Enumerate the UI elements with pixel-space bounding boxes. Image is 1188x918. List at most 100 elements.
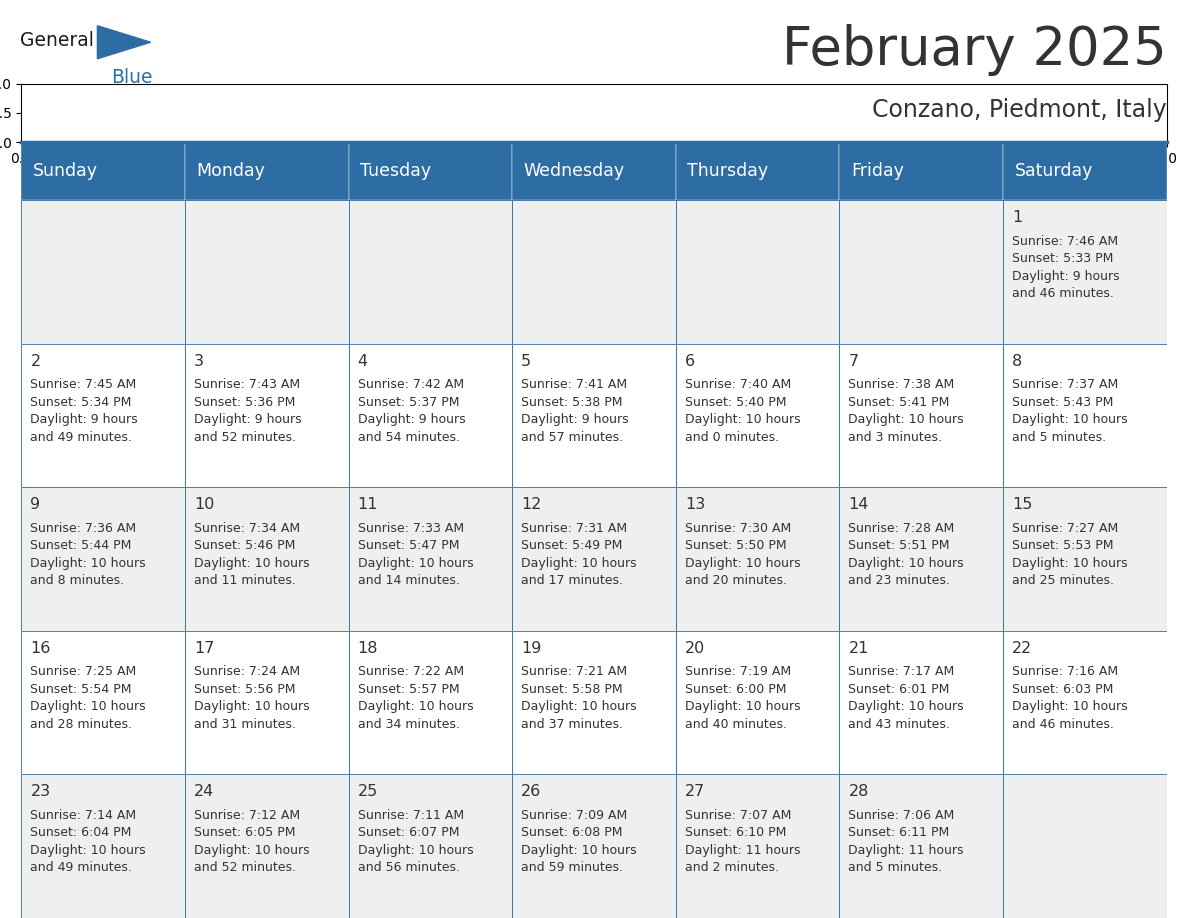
Bar [348, 631, 512, 775]
Text: 20: 20 [684, 641, 704, 655]
Text: Sunrise: 7:33 AM
Sunset: 5:47 PM
Daylight: 10 hours
and 14 minutes.: Sunrise: 7:33 AM Sunset: 5:47 PM Dayligh… [358, 521, 473, 588]
Bar [1003, 775, 1167, 918]
Text: 12: 12 [522, 498, 542, 512]
Text: Sunrise: 7:14 AM
Sunset: 6:04 PM
Daylight: 10 hours
and 49 minutes.: Sunrise: 7:14 AM Sunset: 6:04 PM Dayligh… [31, 809, 146, 874]
Text: Monday: Monday [196, 162, 265, 180]
Text: 18: 18 [358, 641, 378, 655]
Bar [840, 775, 1003, 918]
Text: Sunrise: 7:11 AM
Sunset: 6:07 PM
Daylight: 10 hours
and 56 minutes.: Sunrise: 7:11 AM Sunset: 6:07 PM Dayligh… [358, 809, 473, 874]
Text: 5: 5 [522, 353, 531, 369]
Text: Sunrise: 7:31 AM
Sunset: 5:49 PM
Daylight: 10 hours
and 17 minutes.: Sunrise: 7:31 AM Sunset: 5:49 PM Dayligh… [522, 521, 637, 588]
Text: Tuesday: Tuesday [360, 162, 431, 180]
Text: 23: 23 [31, 785, 51, 800]
Text: Sunrise: 7:38 AM
Sunset: 5:41 PM
Daylight: 10 hours
and 3 minutes.: Sunrise: 7:38 AM Sunset: 5:41 PM Dayligh… [848, 378, 963, 443]
Text: 14: 14 [848, 498, 868, 512]
Bar [840, 631, 1003, 775]
Bar [21, 487, 185, 631]
Bar [21, 775, 185, 918]
Bar [512, 631, 676, 775]
Bar [676, 487, 840, 631]
Text: 16: 16 [31, 641, 51, 655]
Bar [348, 200, 512, 343]
Text: Sunrise: 7:06 AM
Sunset: 6:11 PM
Daylight: 11 hours
and 5 minutes.: Sunrise: 7:06 AM Sunset: 6:11 PM Dayligh… [848, 809, 963, 874]
Text: 7: 7 [848, 353, 859, 369]
Bar [512, 775, 676, 918]
Bar [185, 200, 348, 343]
Text: 4: 4 [358, 353, 368, 369]
Text: Sunrise: 7:25 AM
Sunset: 5:54 PM
Daylight: 10 hours
and 28 minutes.: Sunrise: 7:25 AM Sunset: 5:54 PM Dayligh… [31, 666, 146, 731]
Text: Sunrise: 7:36 AM
Sunset: 5:44 PM
Daylight: 10 hours
and 8 minutes.: Sunrise: 7:36 AM Sunset: 5:44 PM Dayligh… [31, 521, 146, 588]
Text: Sunrise: 7:24 AM
Sunset: 5:56 PM
Daylight: 10 hours
and 31 minutes.: Sunrise: 7:24 AM Sunset: 5:56 PM Dayligh… [194, 666, 310, 731]
Bar [512, 200, 676, 343]
Polygon shape [97, 26, 151, 59]
Text: 13: 13 [684, 498, 704, 512]
Bar [1003, 631, 1167, 775]
Bar [185, 775, 348, 918]
Text: Sunrise: 7:12 AM
Sunset: 6:05 PM
Daylight: 10 hours
and 52 minutes.: Sunrise: 7:12 AM Sunset: 6:05 PM Dayligh… [194, 809, 310, 874]
Bar [348, 343, 512, 487]
Text: 2: 2 [31, 353, 40, 369]
Text: Sunrise: 7:40 AM
Sunset: 5:40 PM
Daylight: 10 hours
and 0 minutes.: Sunrise: 7:40 AM Sunset: 5:40 PM Dayligh… [684, 378, 801, 443]
Bar [676, 142, 840, 200]
Bar [512, 343, 676, 487]
Bar [676, 775, 840, 918]
Text: Blue: Blue [110, 68, 152, 87]
Text: 22: 22 [1012, 641, 1032, 655]
Text: Sunrise: 7:45 AM
Sunset: 5:34 PM
Daylight: 9 hours
and 49 minutes.: Sunrise: 7:45 AM Sunset: 5:34 PM Dayligh… [31, 378, 138, 443]
Text: 1: 1 [1012, 210, 1022, 225]
Bar [676, 343, 840, 487]
Bar [21, 343, 185, 487]
Bar [512, 487, 676, 631]
Bar [21, 142, 185, 200]
Text: 15: 15 [1012, 498, 1032, 512]
Bar [676, 200, 840, 343]
Text: 27: 27 [684, 785, 704, 800]
Text: Sunrise: 7:34 AM
Sunset: 5:46 PM
Daylight: 10 hours
and 11 minutes.: Sunrise: 7:34 AM Sunset: 5:46 PM Dayligh… [194, 521, 310, 588]
Text: Friday: Friday [851, 162, 904, 180]
Bar [21, 200, 185, 343]
Text: 21: 21 [848, 641, 868, 655]
Text: 3: 3 [194, 353, 204, 369]
Bar [348, 142, 512, 200]
Text: General: General [20, 30, 94, 50]
Text: 10: 10 [194, 498, 214, 512]
Bar [1003, 343, 1167, 487]
Text: 11: 11 [358, 498, 378, 512]
Text: Sunrise: 7:46 AM
Sunset: 5:33 PM
Daylight: 9 hours
and 46 minutes.: Sunrise: 7:46 AM Sunset: 5:33 PM Dayligh… [1012, 235, 1119, 300]
Bar [840, 200, 1003, 343]
Text: Sunday: Sunday [33, 162, 97, 180]
Text: 19: 19 [522, 641, 542, 655]
Text: Sunrise: 7:16 AM
Sunset: 6:03 PM
Daylight: 10 hours
and 46 minutes.: Sunrise: 7:16 AM Sunset: 6:03 PM Dayligh… [1012, 666, 1127, 731]
Bar [348, 775, 512, 918]
Text: 24: 24 [194, 785, 214, 800]
Text: Sunrise: 7:41 AM
Sunset: 5:38 PM
Daylight: 9 hours
and 57 minutes.: Sunrise: 7:41 AM Sunset: 5:38 PM Dayligh… [522, 378, 628, 443]
Text: Sunrise: 7:19 AM
Sunset: 6:00 PM
Daylight: 10 hours
and 40 minutes.: Sunrise: 7:19 AM Sunset: 6:00 PM Dayligh… [684, 666, 801, 731]
Bar [840, 343, 1003, 487]
Text: 6: 6 [684, 353, 695, 369]
Bar [1003, 487, 1167, 631]
Text: February 2025: February 2025 [782, 25, 1167, 76]
Text: Sunrise: 7:30 AM
Sunset: 5:50 PM
Daylight: 10 hours
and 20 minutes.: Sunrise: 7:30 AM Sunset: 5:50 PM Dayligh… [684, 521, 801, 588]
Bar [185, 343, 348, 487]
Text: Wednesday: Wednesday [524, 162, 625, 180]
Text: Sunrise: 7:42 AM
Sunset: 5:37 PM
Daylight: 9 hours
and 54 minutes.: Sunrise: 7:42 AM Sunset: 5:37 PM Dayligh… [358, 378, 466, 443]
Bar [185, 142, 348, 200]
Text: 17: 17 [194, 641, 214, 655]
Text: 25: 25 [358, 785, 378, 800]
Bar [512, 142, 676, 200]
Bar [185, 487, 348, 631]
Text: Sunrise: 7:27 AM
Sunset: 5:53 PM
Daylight: 10 hours
and 25 minutes.: Sunrise: 7:27 AM Sunset: 5:53 PM Dayligh… [1012, 521, 1127, 588]
Text: Sunrise: 7:07 AM
Sunset: 6:10 PM
Daylight: 11 hours
and 2 minutes.: Sunrise: 7:07 AM Sunset: 6:10 PM Dayligh… [684, 809, 801, 874]
Bar [21, 631, 185, 775]
Bar [1003, 142, 1167, 200]
Text: 9: 9 [31, 498, 40, 512]
Bar [348, 487, 512, 631]
Text: Thursday: Thursday [687, 162, 769, 180]
Bar [840, 142, 1003, 200]
Bar [185, 631, 348, 775]
Text: 26: 26 [522, 785, 542, 800]
Text: 28: 28 [848, 785, 868, 800]
Text: Sunrise: 7:09 AM
Sunset: 6:08 PM
Daylight: 10 hours
and 59 minutes.: Sunrise: 7:09 AM Sunset: 6:08 PM Dayligh… [522, 809, 637, 874]
Bar [1003, 200, 1167, 343]
Text: Sunrise: 7:28 AM
Sunset: 5:51 PM
Daylight: 10 hours
and 23 minutes.: Sunrise: 7:28 AM Sunset: 5:51 PM Dayligh… [848, 521, 963, 588]
